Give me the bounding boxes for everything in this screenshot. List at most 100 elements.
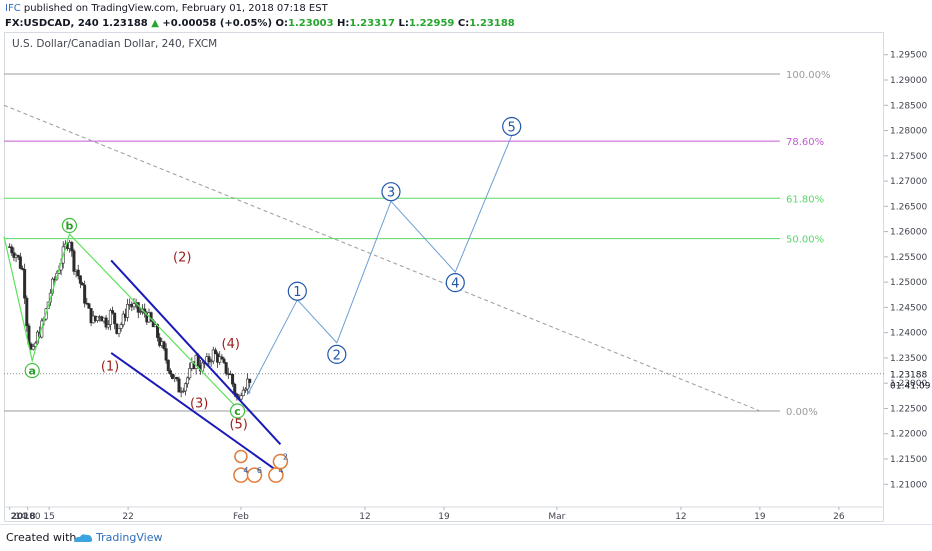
up-arrow-icon: ▲ xyxy=(151,18,159,29)
candle xyxy=(81,281,85,286)
candle xyxy=(171,373,175,380)
candle xyxy=(83,280,87,308)
event-badge[interactable] xyxy=(272,453,289,470)
open-value: 1.23003 xyxy=(288,18,334,29)
candle xyxy=(188,362,192,381)
x-tick-label: 19 xyxy=(438,512,450,522)
candle xyxy=(119,322,123,332)
tradingview-brand[interactable]: TradingView xyxy=(96,531,163,544)
projection-wave-label: 3 xyxy=(387,186,395,201)
y-tick-label: 1.28000 xyxy=(890,127,927,137)
channel-upper-line[interactable] xyxy=(110,259,282,446)
candle xyxy=(31,343,35,351)
candle xyxy=(21,265,25,271)
x-tick-label: 15 xyxy=(43,512,54,522)
low-value: 1.22959 xyxy=(408,18,455,29)
projection-wave-circle xyxy=(381,182,401,202)
y-tick-label: 1.24500 xyxy=(890,303,927,313)
price-change: +0.00058 (+0.05%) xyxy=(162,18,273,29)
candle xyxy=(207,353,211,366)
bar-countdown-label: 01:41:09 xyxy=(890,382,931,392)
impulse-wave-label: (2) xyxy=(173,250,191,265)
candle xyxy=(181,387,185,394)
impulse-wave-label: (5) xyxy=(229,418,247,433)
projection-wave-label: 1 xyxy=(293,285,301,300)
y-tick-label: 1.22500 xyxy=(890,404,927,414)
candle xyxy=(218,351,222,366)
candle xyxy=(25,295,29,332)
candle xyxy=(156,323,160,342)
candle xyxy=(164,343,168,364)
impulse-wave-label: (1) xyxy=(101,360,119,375)
candle xyxy=(162,340,166,351)
corrective-wave-circle xyxy=(61,217,78,234)
x-tick-label: Mar xyxy=(548,512,565,522)
last-price: 1.23188 xyxy=(102,18,148,29)
projection-wave-circle xyxy=(445,273,465,293)
impulse-wave-label: (3) xyxy=(190,396,208,411)
candle xyxy=(111,306,115,315)
y-tick-label: 1.23000 xyxy=(890,379,927,389)
y-tick-label: 1.27000 xyxy=(890,177,927,187)
fib-level-label: 0.00% xyxy=(786,407,818,418)
corrective-wave-path[interactable] xyxy=(3,232,238,409)
y-tick-label: 1.29000 xyxy=(890,76,927,86)
event-badge[interactable] xyxy=(268,467,284,483)
symbol-title: U.S. Dollar/Canadian Dollar, 240, FXCM xyxy=(12,38,218,50)
candle xyxy=(16,254,20,260)
candle xyxy=(121,310,125,328)
y-tick-label: 1.21500 xyxy=(890,455,927,465)
candle xyxy=(18,252,22,270)
y-tick-label: 1.25500 xyxy=(890,253,927,263)
x-tick-label: 12 xyxy=(359,512,370,522)
created-with-text: Created with xyxy=(6,531,77,544)
y-tick-label: 1.26500 xyxy=(890,202,927,212)
candle xyxy=(209,358,213,367)
chart-header: IFC published on TradingView.com, Februa… xyxy=(0,0,932,32)
channel-lower-line[interactable] xyxy=(110,352,281,474)
author-link[interactable]: IFC xyxy=(5,3,21,14)
x-tick-label: 26 xyxy=(833,512,845,522)
low-label: L: xyxy=(398,18,409,29)
candle xyxy=(132,297,136,311)
candle xyxy=(241,386,245,397)
chart-canvas[interactable]: 1.29500 1.29000 1.28500 1.28000 1.27500 1.270… xyxy=(0,0,932,524)
candle xyxy=(175,376,179,382)
candle xyxy=(248,378,252,388)
candle xyxy=(177,376,181,393)
y-tick-label: 1.29500 xyxy=(890,51,927,61)
tradingview-logo-icon[interactable] xyxy=(72,532,94,544)
x-tick-label: 2018 xyxy=(11,512,36,522)
event-badge[interactable] xyxy=(246,467,263,483)
candle xyxy=(166,359,170,374)
projection-wave-path[interactable] xyxy=(248,135,513,393)
candle xyxy=(149,311,153,323)
corrective-wave-label: c xyxy=(234,405,241,418)
event-badge-count: 2 xyxy=(283,453,288,462)
footer: Created with TradingView xyxy=(0,524,932,551)
corrective-wave-circle xyxy=(24,362,40,379)
corrective-wave-label: a xyxy=(28,365,35,378)
candle xyxy=(243,387,247,393)
candle xyxy=(87,302,91,309)
y-tick-label: 1.28500 xyxy=(890,101,927,111)
candle xyxy=(126,298,130,322)
projection-wave-circle xyxy=(327,344,347,364)
trend-line[interactable] xyxy=(3,104,761,412)
candle xyxy=(10,244,14,256)
x-tick-label: 14:00 xyxy=(15,512,41,522)
candle xyxy=(72,248,76,275)
candle xyxy=(78,275,82,289)
event-flag-icon[interactable] xyxy=(234,449,248,464)
y-tick-label: 1.21000 xyxy=(890,480,927,490)
projection-start-dot xyxy=(247,390,251,394)
candle xyxy=(113,312,117,330)
candle xyxy=(89,308,93,327)
y-tick-label: 1.27500 xyxy=(890,152,927,162)
fib-level-label: 50.00% xyxy=(786,235,824,246)
projection-wave-label: 5 xyxy=(508,120,516,135)
event-badge-count: 6 xyxy=(257,466,262,475)
chart-frame[interactable] xyxy=(4,32,884,522)
projection-wave-circle xyxy=(287,281,307,301)
symbol-interval: FX:USDCAD, 240 xyxy=(5,18,99,29)
